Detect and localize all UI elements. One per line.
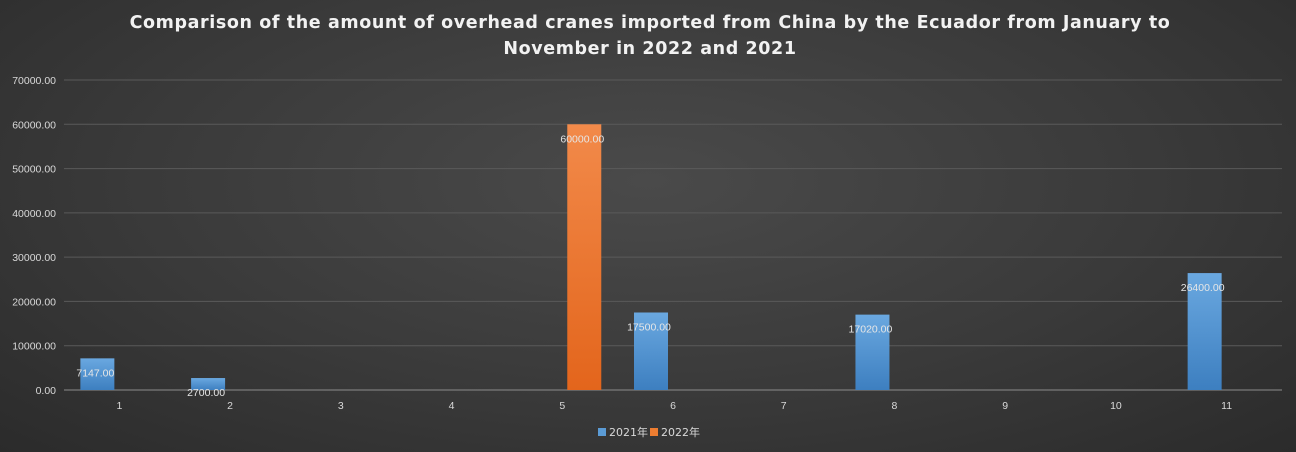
legend-label: 2021年: [609, 425, 648, 439]
x-tick-label: 1: [116, 400, 122, 412]
y-tick-label: 70000.00: [12, 75, 56, 87]
x-tick-label: 10: [1110, 400, 1122, 412]
x-tick-label: 2: [227, 400, 233, 412]
legend-swatch: [598, 428, 606, 436]
data-label: 17020.00: [849, 324, 893, 336]
x-tick-label: 9: [1002, 400, 1008, 412]
x-tick-label: 11: [1221, 400, 1232, 412]
bar-series1: [634, 312, 668, 390]
y-tick-label: 20000.00: [12, 296, 56, 308]
legend-label: 2022年: [661, 425, 700, 439]
legend-swatch: [650, 428, 658, 436]
y-tick-label: 40000.00: [12, 208, 56, 220]
data-label: 26400.00: [1181, 282, 1225, 294]
data-label: 2700.00: [187, 387, 225, 399]
x-tick-label: 4: [449, 400, 455, 412]
x-tick-label: 5: [559, 400, 565, 412]
y-tick-label: 0.00: [36, 385, 57, 397]
x-tick-label: 8: [892, 400, 898, 412]
y-tick-label: 10000.00: [12, 341, 56, 353]
x-tick-label: 7: [781, 400, 787, 412]
y-tick-label: 60000.00: [12, 119, 56, 131]
y-tick-label: 30000.00: [12, 252, 56, 264]
bar-series1: [1187, 273, 1222, 390]
chart-title: Comparison of the amount of overhead cra…: [129, 13, 1171, 59]
bar-series1: [80, 358, 115, 390]
bar-series2: [567, 124, 602, 391]
data-label: 7147.00: [76, 367, 114, 379]
y-tick-label: 50000.00: [12, 164, 56, 176]
x-tick-label: 3: [338, 400, 344, 412]
data-label: 60000.00: [560, 133, 604, 145]
data-label: 17500.00: [627, 322, 671, 334]
bar-series1: [191, 378, 226, 390]
bar-series1: [855, 314, 890, 390]
x-tick-label: 6: [670, 400, 676, 412]
